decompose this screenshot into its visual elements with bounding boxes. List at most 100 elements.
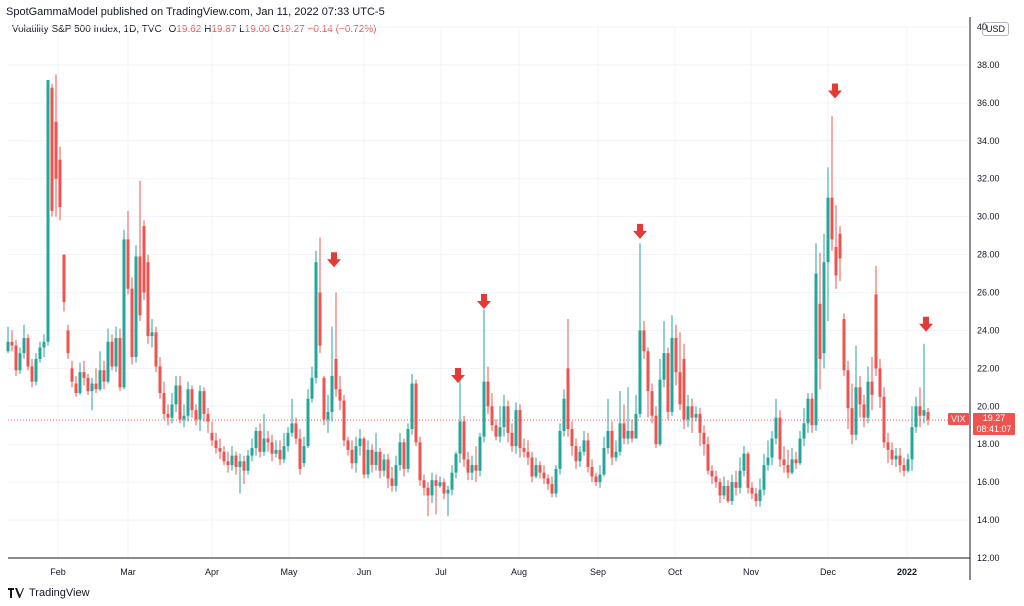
tradingview-footer[interactable]: TradingView	[8, 587, 90, 599]
candle-body	[86, 377, 90, 392]
candle-body	[294, 423, 298, 439]
candle-body	[246, 455, 250, 471]
candle-body	[714, 476, 718, 483]
candle	[606, 398, 610, 454]
candle	[510, 423, 514, 452]
candle	[846, 360, 850, 430]
currency-badge[interactable]: USD	[982, 22, 1010, 36]
candle	[558, 423, 562, 475]
candle-body	[102, 370, 106, 382]
candle	[386, 453, 390, 488]
symbol-legend: Volatility S&P 500 Index, 1D, TVC O19.62…	[12, 24, 377, 35]
candle-body	[178, 385, 182, 420]
candle-body	[242, 461, 246, 471]
x-tick-label: Sep	[590, 567, 606, 577]
candle	[778, 410, 782, 467]
candle	[102, 360, 106, 390]
candle	[502, 394, 506, 437]
candle-body	[150, 332, 154, 337]
candle	[174, 375, 178, 412]
candle-body	[422, 480, 426, 488]
candle-body	[234, 455, 238, 467]
candle	[66, 324, 70, 359]
candle	[726, 480, 730, 504]
candle	[402, 438, 406, 477]
candle-body	[878, 368, 882, 397]
candle-body	[462, 421, 466, 460]
candle	[334, 292, 338, 397]
candle-body	[350, 449, 354, 464]
candle	[290, 398, 294, 437]
symbol-title[interactable]: Volatility S&P 500 Index, 1D, TVC	[12, 24, 162, 35]
candle	[382, 453, 386, 477]
y-tick-label: 40	[977, 22, 987, 32]
candle-body	[890, 449, 894, 460]
candle	[734, 470, 738, 496]
candle	[354, 436, 358, 473]
candle	[418, 436, 422, 486]
candle-body	[366, 449, 370, 475]
candle	[178, 375, 182, 424]
open-label: O	[168, 24, 177, 35]
candle-body	[782, 459, 786, 466]
candle-body	[886, 442, 890, 450]
candle-body	[818, 303, 822, 359]
candle	[634, 394, 638, 439]
candle-body	[34, 358, 38, 382]
candle-body	[210, 432, 214, 441]
candle	[254, 427, 258, 456]
y-tick-label: 30.00	[977, 212, 1000, 222]
candle-body	[270, 442, 274, 454]
candle-body	[810, 398, 814, 426]
candle	[238, 453, 242, 494]
candle	[474, 446, 478, 483]
candle-body	[914, 406, 918, 428]
candle-body	[26, 338, 30, 367]
candle	[626, 387, 630, 445]
candle-body	[198, 391, 202, 420]
candle-body	[778, 417, 782, 460]
candle-body	[754, 493, 758, 502]
candle	[314, 250, 318, 384]
candle	[182, 404, 186, 428]
candle-body	[674, 338, 678, 373]
candle-body	[406, 429, 410, 469]
candle-body	[250, 448, 254, 456]
x-tick-label: Jun	[357, 567, 372, 577]
candle-body	[454, 453, 458, 473]
candle	[642, 320, 646, 359]
candle	[530, 451, 534, 483]
candle	[906, 453, 910, 473]
candle	[422, 474, 426, 496]
candle	[818, 252, 822, 390]
candle-body	[334, 358, 338, 390]
candle	[478, 432, 482, 477]
candle-body	[894, 455, 898, 460]
candle	[722, 476, 726, 500]
candle	[782, 446, 786, 473]
candle	[750, 482, 754, 500]
change-value: −0.14 (−0.72%)	[307, 24, 377, 35]
candle	[578, 446, 582, 467]
candle-body	[766, 457, 770, 466]
candle	[398, 432, 402, 471]
candle	[850, 383, 854, 445]
candle-body	[658, 379, 662, 445]
symbol-price-label: VIX	[948, 413, 969, 425]
candle	[118, 328, 122, 392]
candle-body	[654, 415, 658, 445]
candle	[758, 478, 762, 507]
candle	[378, 448, 382, 479]
candle-body	[66, 330, 70, 354]
candle-body	[238, 461, 242, 467]
candle-body	[866, 381, 870, 418]
candle-body	[266, 438, 270, 443]
candle	[534, 457, 538, 479]
candle	[390, 466, 394, 492]
x-tick-label: Mar	[120, 567, 136, 577]
y-tick-label: 34.00	[977, 136, 1000, 146]
candle-body	[138, 256, 142, 316]
tradingview-logo-icon	[8, 588, 24, 598]
candle-body	[874, 294, 878, 369]
